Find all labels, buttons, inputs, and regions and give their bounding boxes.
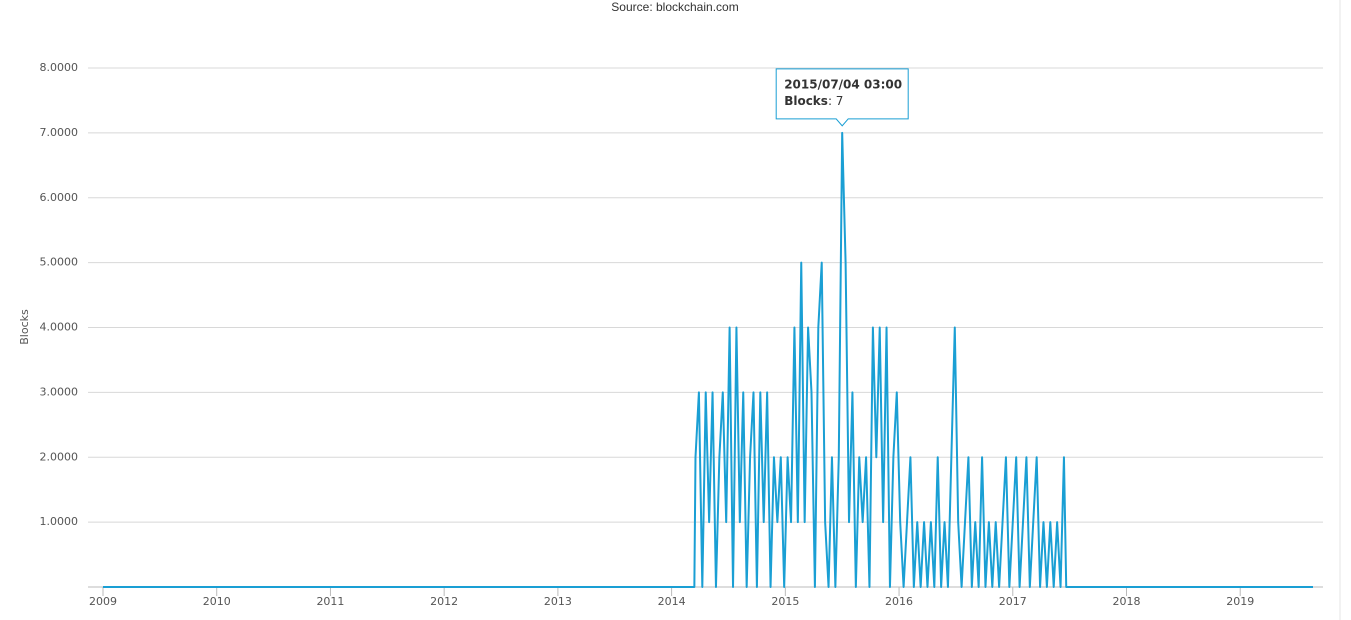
tooltip-separator: : <box>828 93 836 107</box>
tooltip-value: 7 <box>836 93 844 107</box>
x-tick-label: 2014 <box>658 595 686 608</box>
x-tick-label: 2012 <box>430 595 458 608</box>
x-tick-label: 2009 <box>89 595 117 608</box>
y-tick-label: 6.0000 <box>40 191 79 204</box>
y-tick-label: 5.0000 <box>40 256 79 269</box>
y-axis-label: Blocks <box>18 309 31 345</box>
y-tick-label: 4.0000 <box>40 321 79 334</box>
y-tick-label: 7.0000 <box>40 126 79 139</box>
chart-subtitle: Source: blockchain.com <box>611 0 738 14</box>
tooltip-date: 2015/07/04 03:00 <box>784 77 902 91</box>
tooltip-line: Blocks: 7 <box>784 93 843 107</box>
x-tick-label: 2011 <box>316 595 344 608</box>
x-tick-label: 2015 <box>771 595 799 608</box>
x-tick-label: 2010 <box>203 595 231 608</box>
x-tick-label: 2017 <box>999 595 1027 608</box>
tooltip-box <box>775 68 909 127</box>
x-tick-label: 2016 <box>885 595 913 608</box>
y-tick-label: 1.0000 <box>40 515 79 528</box>
data-line <box>103 131 1313 588</box>
tooltip: 2015/07/04 03:00 Blocks: 7 <box>775 68 909 127</box>
y-tick-label: 8.0000 <box>40 61 79 74</box>
y-tick-label: 2.0000 <box>40 450 79 463</box>
x-tick-label: 2019 <box>1226 595 1254 608</box>
tooltip-series-name: Blocks <box>784 93 828 107</box>
x-tick-label: 2018 <box>1112 595 1140 608</box>
y-tick-label: 3.0000 <box>40 385 79 398</box>
x-tick-label: 2013 <box>544 595 572 608</box>
